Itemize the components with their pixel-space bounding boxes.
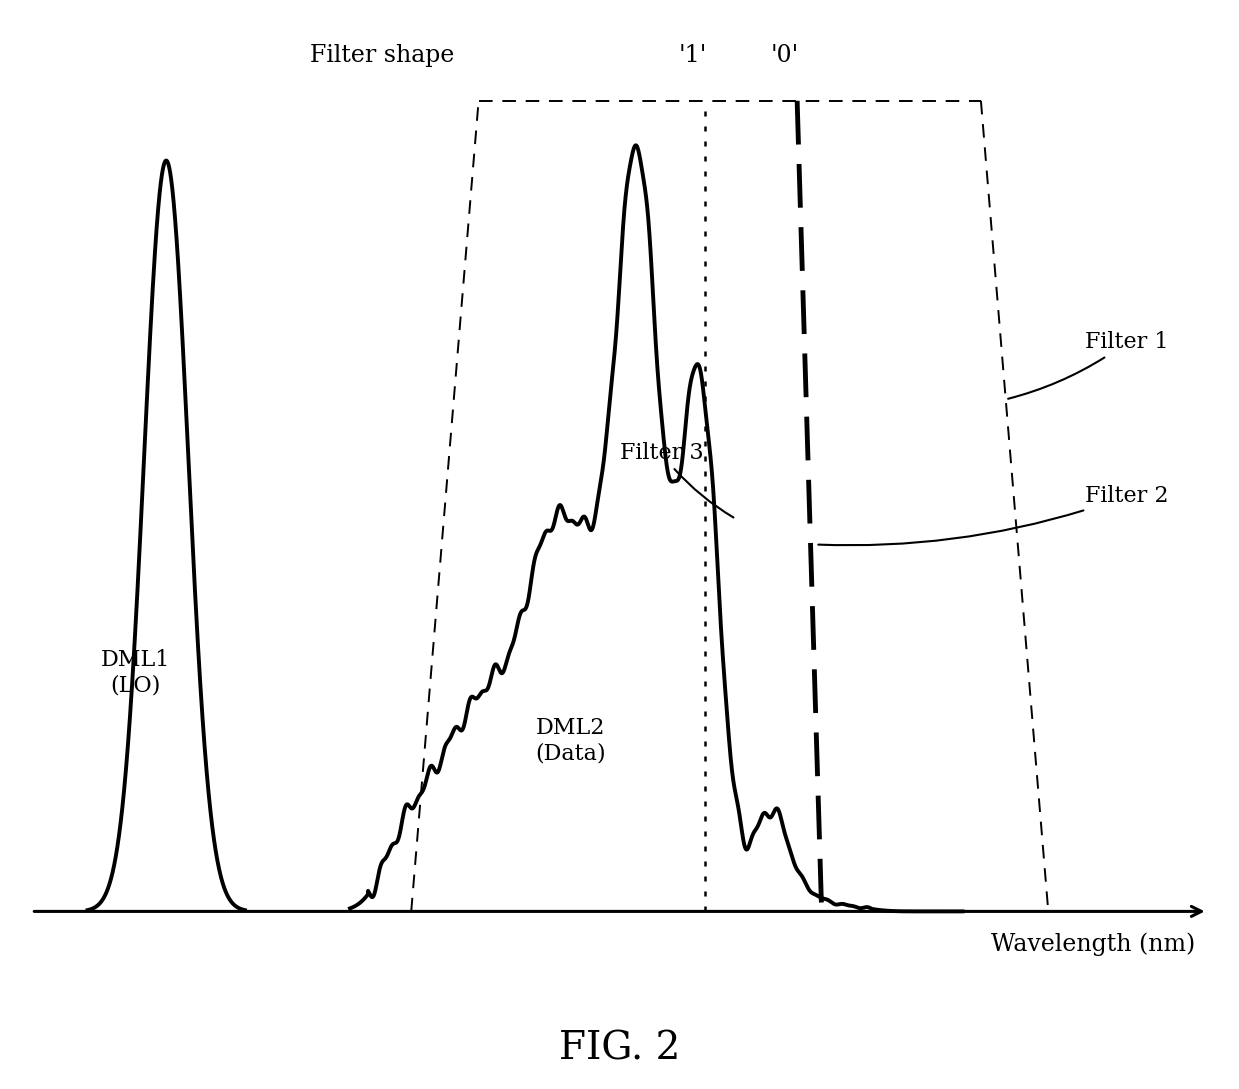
Text: DML2
(Data): DML2 (Data): [535, 717, 606, 764]
Text: Filter 2: Filter 2: [818, 485, 1168, 546]
Text: Filter 3: Filter 3: [620, 442, 733, 517]
Text: Wavelength (nm): Wavelength (nm): [991, 933, 1196, 956]
Text: FIG. 2: FIG. 2: [559, 1031, 680, 1068]
Text: DML1
(LO): DML1 (LO): [100, 649, 170, 696]
Text: Filter shape: Filter shape: [310, 44, 455, 66]
Text: '1': '1': [679, 44, 707, 66]
Text: Filter 1: Filter 1: [1009, 331, 1168, 399]
Text: '0': '0': [771, 44, 799, 66]
